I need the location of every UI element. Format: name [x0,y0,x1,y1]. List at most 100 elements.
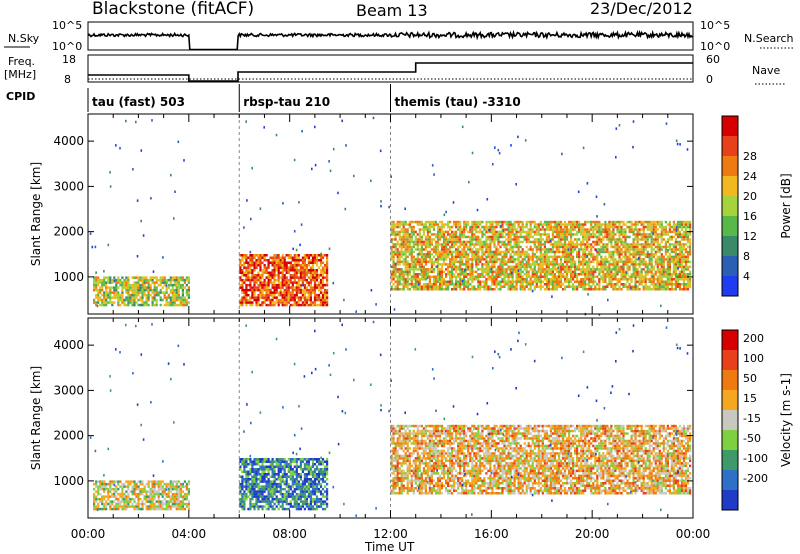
heatmap-cell [319,256,323,259]
heatmap-cell [543,240,546,244]
heatmap-cell [281,254,284,257]
heatmap-cell [109,502,112,506]
heatmap-cell [97,487,100,491]
heatmap-cell [491,258,494,261]
heatmap-cell [309,269,312,272]
heatmap-cell [684,278,688,281]
heatmap-cell [390,238,393,241]
heatmap-cell [471,258,474,261]
heatmap-cell [253,293,256,297]
heatmap-cell [658,270,661,274]
heatmap-cell [287,288,290,292]
heatmap-cell [299,291,302,294]
heatmap-cell [588,243,591,246]
heatmap-cell [511,225,514,229]
heatmap-cell [632,250,635,254]
heatmap-cell [103,495,106,498]
heatmap-cell [279,283,282,287]
heatmap-cell [430,270,433,274]
heatmap-cell [141,480,144,483]
heatmap-cell [642,220,645,224]
heatmap-cell [610,275,613,278]
heatmap-cell [321,293,325,297]
heatmap-cell [507,228,510,231]
heatmap-cell [465,255,468,259]
heatmap-cell [670,288,673,291]
heatmap-cell [438,255,442,259]
heatmap-cell [559,268,563,271]
heatmap-cell [303,261,306,264]
heatmap-cell [654,278,657,281]
heatmap-cell [457,268,460,271]
heatmap-cell [642,275,645,278]
heatmap-cell [141,500,144,503]
heatmap-noise [632,120,635,123]
heatmap-cell [660,238,663,241]
heatmap-noise [174,190,176,193]
heatmap-cell [572,223,575,226]
heatmap-cell [689,225,692,229]
heatmap-cell [463,285,466,288]
heatmap-cell [145,497,148,501]
heatmap-cell [273,256,276,259]
heatmap-cell [125,303,128,307]
heatmap-cell [129,296,132,299]
heatmap-cell [588,263,591,266]
heatmap-cell [125,485,128,488]
heatmap-cell [457,265,460,269]
heatmap-cell [422,228,425,231]
heatmap-cell [670,260,673,264]
heatmap-cell [281,274,284,277]
heatmap-cell [155,281,158,284]
heatmap-cell [463,250,466,254]
heatmap-cell [289,296,292,299]
heatmap-cell [392,288,395,291]
heatmap-cell [137,278,140,282]
heatmap-cell [485,265,488,269]
heatmap-cell [412,265,415,269]
heatmap-cell [436,278,440,281]
heatmap-cell [283,274,286,277]
heatmap-cell [638,280,641,283]
heatmap-cell [428,243,431,246]
heatmap-cell [497,280,500,283]
heatmap-cell [273,293,276,297]
heatmap-cell [319,261,323,264]
heatmap-cell [652,275,655,278]
heatmap-cell [505,283,508,286]
heatmap-cell [434,243,438,246]
heatmap-cell [547,255,550,259]
heatmap-cell [400,220,403,224]
heatmap-cell [670,275,673,278]
heatmap-cell [676,253,680,256]
heatmap-cell [477,253,480,256]
heatmap-cell [630,225,633,229]
heatmap-cell [475,220,478,224]
heatmap-cell [642,235,645,239]
heatmap-cell [668,275,671,278]
heatmap-cell [313,301,317,304]
heatmap-cell [418,240,421,244]
heatmap-cell [101,480,104,483]
heatmap-cell [588,228,591,231]
heatmap-cell [503,285,506,288]
heatmap-cell [440,265,444,269]
heatmap-cell [93,492,96,496]
heatmap-cell [543,263,546,266]
heatmap-cell [640,220,643,224]
heatmap-cell [676,275,680,278]
heatmap-noise [492,163,494,166]
heatmap-cell [523,250,526,254]
heatmap-cell [267,296,270,299]
heatmap-cell [253,291,256,294]
heatmap-cell [305,298,308,302]
heatmap-cell [515,240,518,244]
heatmap-cell [624,260,627,264]
heatmap-cell [147,296,150,299]
heatmap-cell [459,243,462,246]
heatmap-cell [143,485,146,488]
heatmap-cell [559,243,563,246]
freq-panel: Freq. [MHz] 18 8 60 0 Nave [4,53,785,86]
heatmap-cell [541,270,544,274]
heatmap-cell [440,255,444,259]
